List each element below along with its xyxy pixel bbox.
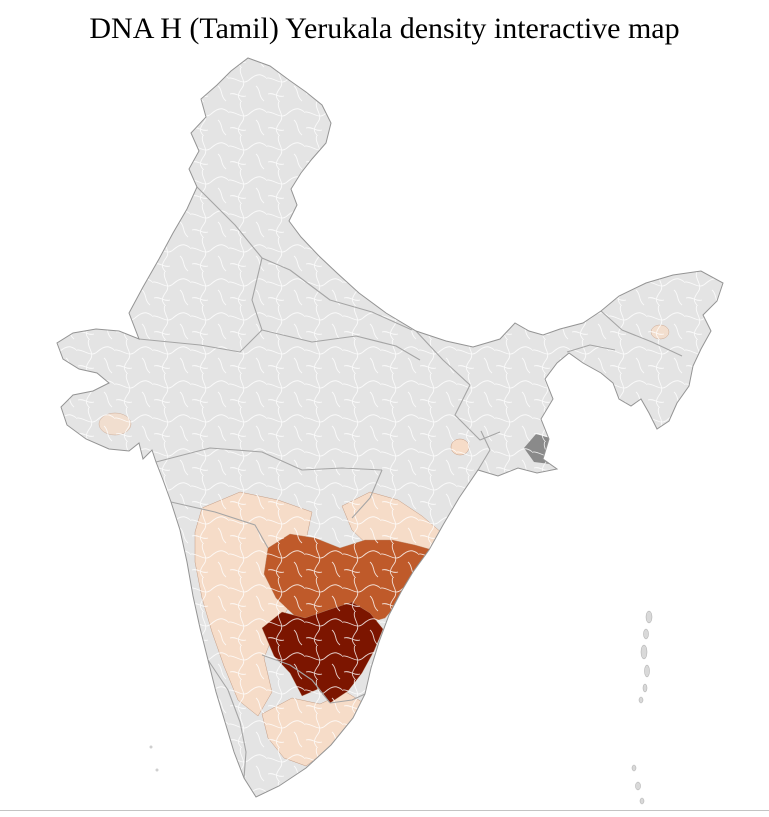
state-borders	[138, 186, 683, 779]
bottom-divider	[0, 810, 769, 811]
map-title: DNA H (Tamil) Yerukala density interacti…	[89, 12, 680, 45]
district-borders-mesh	[57, 58, 723, 797]
lakshadweep-islands[interactable]	[149, 745, 159, 772]
andaman-nicobar-islands[interactable]	[631, 610, 653, 805]
